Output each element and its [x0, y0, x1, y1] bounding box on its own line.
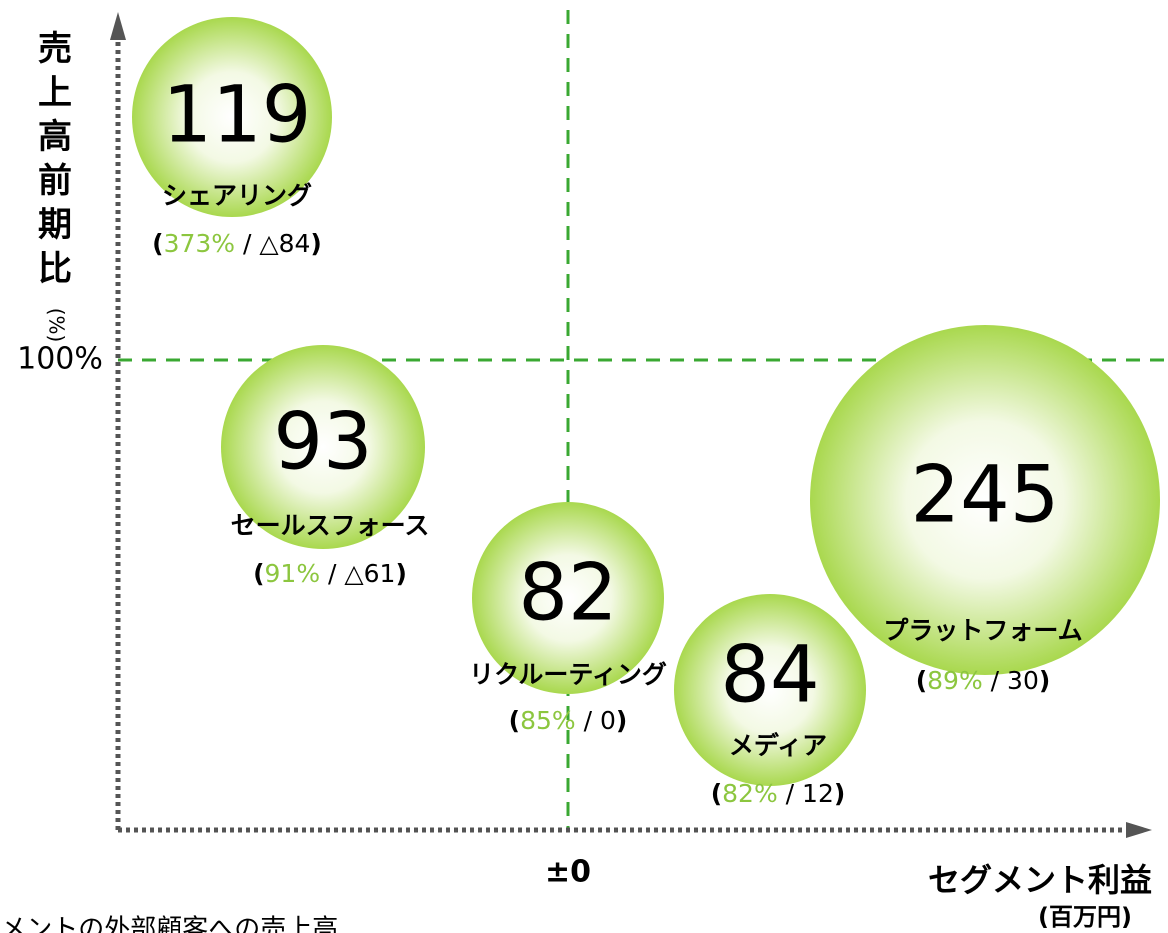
- footnote: ※○内はセグメントの外部顧客への売上高: [0, 915, 338, 933]
- open-paren: (: [711, 779, 722, 808]
- segment-name: セールスフォース: [231, 511, 430, 540]
- separator: /: [576, 706, 600, 735]
- close-paren: ): [1039, 666, 1050, 695]
- growth: 85%: [520, 706, 576, 735]
- segment-detail: (85% / 0): [509, 706, 628, 735]
- profit: 12: [802, 779, 834, 808]
- segment-name: プラットフォーム: [883, 616, 1082, 645]
- close-paren: ): [616, 706, 627, 735]
- char: 上: [38, 73, 72, 113]
- y-axis-title-text: 売上高前期比: [38, 29, 72, 289]
- bubble: [810, 325, 1160, 675]
- char: 比: [38, 249, 72, 289]
- close-paren: ): [834, 779, 845, 808]
- profit: 30: [1007, 666, 1039, 695]
- growth: 82%: [722, 779, 778, 808]
- open-paren: (: [152, 229, 163, 258]
- separator: /: [983, 666, 1007, 695]
- bubble-value: 84: [720, 630, 819, 720]
- growth: 373%: [164, 229, 235, 258]
- growth: 89%: [927, 666, 983, 695]
- x-axis-unit: (百万円): [1038, 903, 1132, 931]
- profit: 0: [600, 706, 616, 735]
- x-reference-label: ±0: [545, 855, 591, 890]
- bubbles: 119 シェアリング (373% / △84) 93 セールスフォース (91% / △6…: [132, 17, 1160, 808]
- separator: /: [235, 229, 259, 258]
- open-paren: (: [253, 559, 264, 588]
- open-paren: (: [916, 666, 927, 695]
- bubble: [674, 594, 866, 786]
- separator: /: [778, 779, 802, 808]
- segment-detail: (82% / 12): [711, 779, 846, 808]
- y-axis-unit: (%): [45, 308, 69, 343]
- y-reference-label: 100%: [17, 342, 103, 377]
- y-axis-title: 売上高前期比: [38, 29, 72, 289]
- char: 前: [38, 161, 72, 201]
- bubble-value: 245: [911, 450, 1060, 540]
- bubble: [221, 345, 425, 549]
- y-arrow: [110, 12, 126, 40]
- char: 売: [38, 29, 72, 69]
- segment-detail: (89% / 30): [916, 666, 1051, 695]
- bubble-value: 93: [273, 397, 372, 487]
- x-axis-title: セグメント利益: [928, 861, 1152, 899]
- bubble-value: 82: [518, 548, 617, 638]
- segment-name: シェアリング: [162, 181, 312, 210]
- growth: 91%: [265, 559, 321, 588]
- open-paren: (: [509, 706, 520, 735]
- separator: /: [320, 559, 344, 588]
- segment-name: リクルーティング: [469, 660, 667, 689]
- char: 高: [38, 117, 72, 157]
- bubble: [472, 502, 664, 694]
- segment-detail: (91% / △61): [253, 559, 407, 588]
- x-arrow: [1126, 822, 1152, 838]
- bubble-value: 119: [163, 70, 312, 160]
- profit: △61: [344, 559, 395, 588]
- char: 期: [38, 205, 72, 245]
- close-paren: ): [395, 559, 406, 588]
- bubble: [132, 17, 332, 217]
- segment-name: メディア: [729, 731, 827, 760]
- segment-detail: (373% / △84): [152, 229, 322, 258]
- profit: △84: [259, 229, 310, 258]
- close-paren: ): [310, 229, 321, 258]
